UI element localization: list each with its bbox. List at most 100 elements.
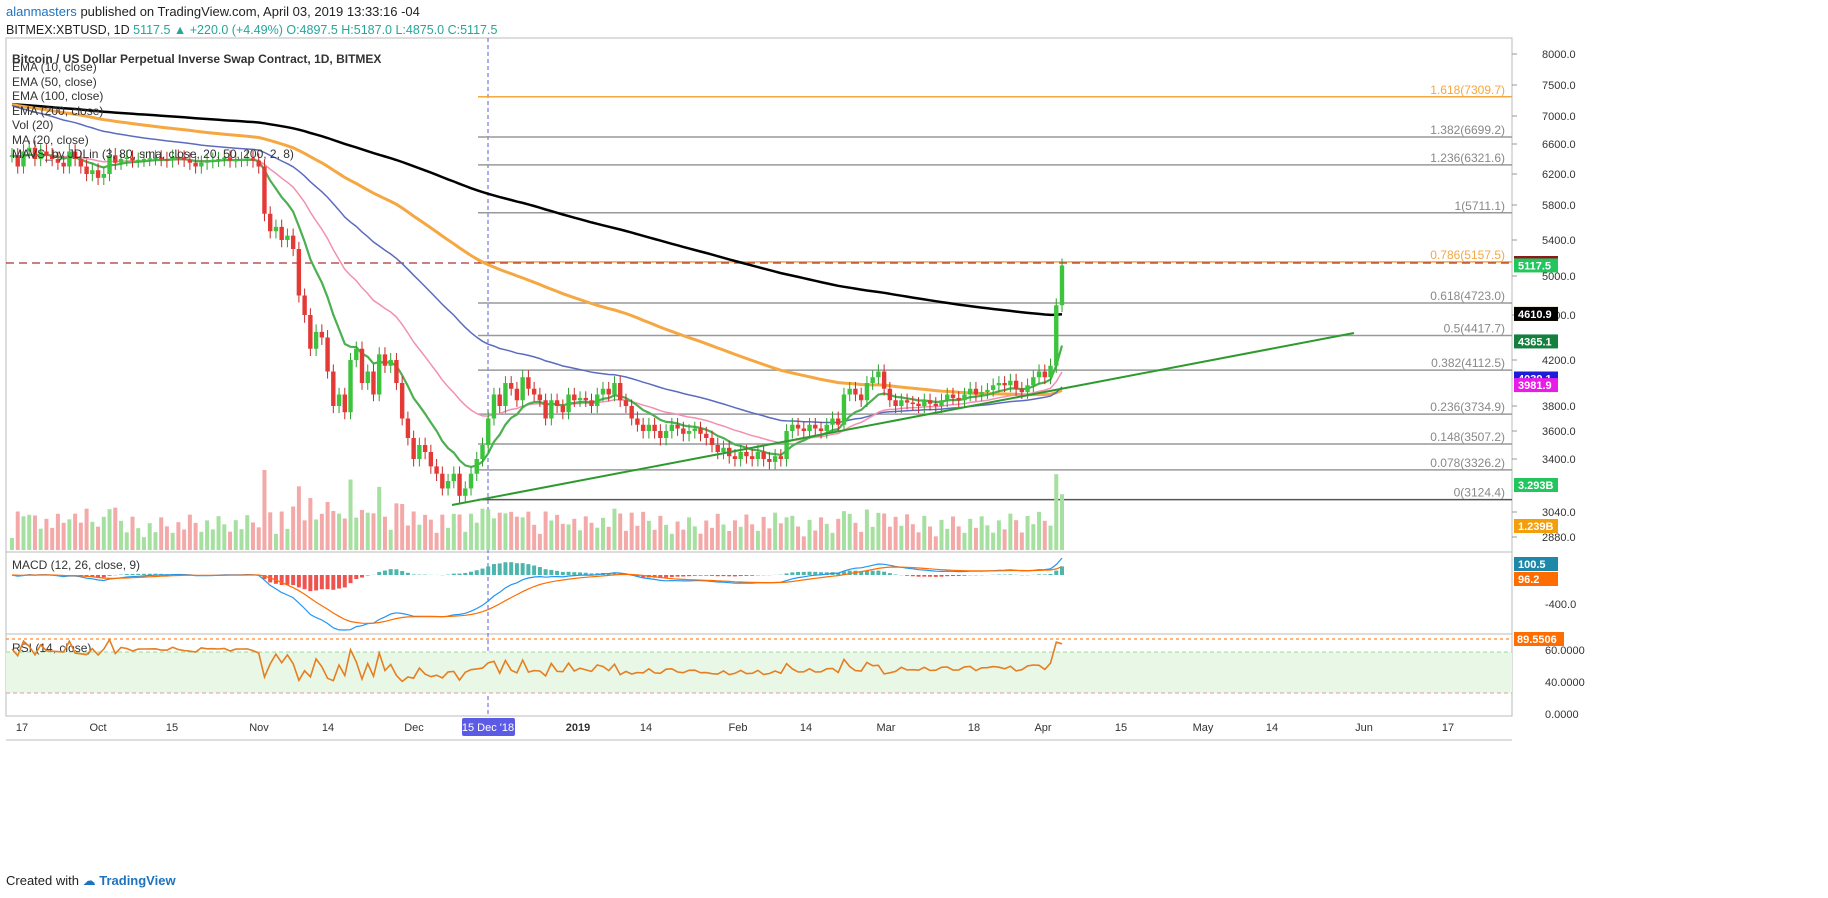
volume-bar <box>675 521 680 550</box>
volume-bar <box>228 531 233 550</box>
volume-bar <box>623 530 628 550</box>
macd-bar <box>147 573 152 575</box>
macd-bar <box>337 575 342 589</box>
volume-bar <box>50 527 55 550</box>
macd-bar <box>136 573 141 575</box>
macd-bar <box>916 575 921 577</box>
macd-bar <box>411 574 416 575</box>
candle-body <box>807 424 812 431</box>
candle-body <box>583 397 588 401</box>
indicator-legend-item[interactable]: EMA (200, close) <box>12 103 104 118</box>
volume-bar <box>687 517 692 550</box>
volume-bar <box>589 522 594 550</box>
candle-body <box>55 159 61 163</box>
candle-body <box>377 354 382 395</box>
candle-body <box>595 394 600 406</box>
volume-bar <box>451 513 456 550</box>
candle-body <box>227 157 233 161</box>
indicator-legend-item[interactable]: EMA (100, close) <box>12 89 104 103</box>
volume-bar <box>136 528 141 550</box>
candle-body <box>262 166 267 214</box>
candle-body <box>290 235 296 249</box>
volume-bar <box>73 513 78 550</box>
candle-body <box>434 466 439 474</box>
volume-bar <box>480 508 485 550</box>
indicator-legend-item[interactable]: EMA (50, close) <box>12 74 97 89</box>
candle-body <box>147 158 152 160</box>
volume-bar <box>27 514 32 550</box>
indicator-legend-item[interactable]: EMA (10, close) <box>12 60 97 74</box>
tradingview-logo-icon: ☁ <box>82 873 96 888</box>
volume-bar <box>491 518 496 550</box>
volume-bar <box>319 513 324 550</box>
volume-bar <box>543 511 548 550</box>
candle-body <box>629 406 634 419</box>
volume-bar <box>405 525 410 550</box>
macd-bar <box>1048 573 1053 575</box>
volume-bar <box>566 524 571 550</box>
volume-bar <box>21 516 26 550</box>
candle-body <box>273 226 279 232</box>
volume-bar <box>710 527 714 550</box>
volume-bar <box>698 533 703 550</box>
candle-body <box>692 428 697 431</box>
ema200-line <box>11 102 1063 317</box>
macd-bar <box>882 571 887 575</box>
candle-body <box>296 249 302 296</box>
volume-bar <box>979 516 984 550</box>
volume-bar <box>308 498 313 550</box>
candle-body <box>681 428 686 434</box>
candle-body <box>32 147 38 159</box>
candle-body <box>239 159 244 161</box>
volume-bar <box>1042 520 1047 550</box>
volume-bar <box>44 518 49 550</box>
candle-body <box>755 452 761 459</box>
indicator-legend-item[interactable]: MA (20, close) <box>12 132 89 147</box>
volume-bar <box>348 479 353 550</box>
author-link[interactable]: alanmasters <box>6 4 77 19</box>
x-tick-label: Jun <box>1355 722 1373 734</box>
macd-bar <box>480 568 485 575</box>
candle-body <box>503 383 508 406</box>
candle-body <box>210 159 216 162</box>
candle-body <box>411 438 416 459</box>
footer-brand[interactable]: TradingView <box>99 873 176 888</box>
macd-bar <box>681 575 686 577</box>
candle-body <box>1008 380 1013 386</box>
candle-body <box>78 159 84 167</box>
candle-body <box>933 403 938 406</box>
macd-bar <box>377 571 382 575</box>
volume-bar <box>864 509 869 550</box>
volume-bar <box>388 529 393 550</box>
macd-bar <box>859 571 864 575</box>
x-tick-label: 17 <box>16 722 28 734</box>
volume-bar <box>377 486 382 550</box>
macd-bar <box>801 571 806 575</box>
indicator-legend-item[interactable]: MAVS_by JDLin (3, 80, sma, close, 20, 50… <box>12 147 294 161</box>
macd-bar <box>520 563 525 575</box>
candle-body <box>1042 371 1047 378</box>
volume-bar <box>67 519 72 550</box>
volume-bar <box>302 520 307 550</box>
candle-body <box>84 166 89 174</box>
x-tick-label: 14 <box>322 722 334 734</box>
volume-bar <box>503 513 508 550</box>
volume-bar <box>279 511 284 550</box>
rsi-badge-label: 89.5506 <box>1517 634 1557 646</box>
candle-body <box>721 447 726 452</box>
candle-body <box>623 400 629 406</box>
volume-bar <box>652 529 657 550</box>
candle-body <box>686 431 692 434</box>
rsi-line <box>11 637 1063 683</box>
volume-bar <box>991 532 996 550</box>
volume-bar <box>520 517 525 550</box>
macd-bar <box>922 575 927 577</box>
volume-bar <box>124 532 129 550</box>
indicator-legend-item[interactable]: Vol (20) <box>12 118 54 132</box>
volume-bar <box>417 524 422 550</box>
candle-body <box>813 424 818 429</box>
macd-bar <box>382 570 387 575</box>
macd-bar <box>130 573 135 575</box>
fib-label: 0.078(3326.2) <box>1430 456 1505 470</box>
